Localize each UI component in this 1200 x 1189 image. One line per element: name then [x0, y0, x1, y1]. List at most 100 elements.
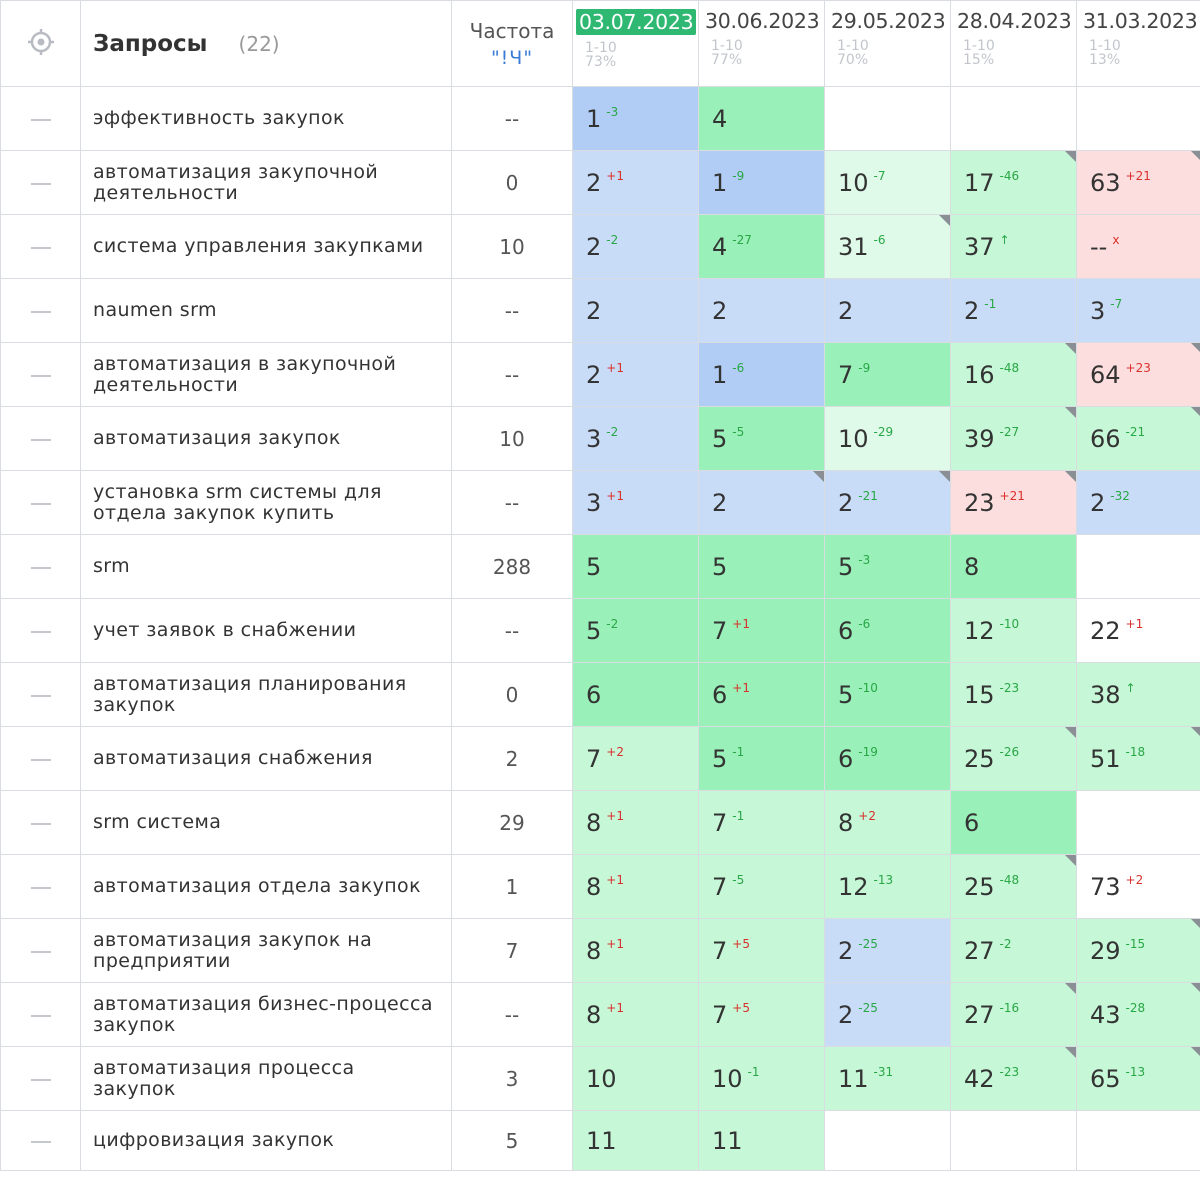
date-label[interactable]: 31.03.2023: [1083, 9, 1198, 33]
position-cell[interactable]: [824, 86, 951, 151]
dash-icon[interactable]: [30, 694, 51, 697]
position-cell[interactable]: 64 +23: [1076, 342, 1200, 407]
row-toggle-cell[interactable]: [0, 918, 81, 983]
position-cell[interactable]: 2 -25: [824, 982, 951, 1047]
position-cell[interactable]: 2: [572, 278, 699, 343]
position-cell[interactable]: 5 -10: [824, 662, 951, 727]
row-toggle-cell[interactable]: [0, 406, 81, 471]
position-cell[interactable]: 7 +1: [698, 598, 825, 663]
position-cell[interactable]: 2 -21: [824, 470, 951, 535]
position-cell[interactable]: 37 ↑: [950, 214, 1077, 279]
position-cell[interactable]: 1 -6: [698, 342, 825, 407]
date-column-header[interactable]: 29.05.2023 1-10 70%: [824, 0, 951, 87]
position-cell[interactable]: [950, 86, 1077, 151]
row-toggle-cell[interactable]: [0, 726, 81, 791]
position-cell[interactable]: 10 -7: [824, 150, 951, 215]
frequency-column-header[interactable]: Частота "!Ч": [451, 0, 573, 87]
position-cell[interactable]: 5: [698, 534, 825, 599]
position-cell[interactable]: 12 -13: [824, 854, 951, 919]
position-cell[interactable]: 6: [572, 662, 699, 727]
position-cell[interactable]: 2 -32: [1076, 470, 1200, 535]
date-label[interactable]: 03.07.2023: [576, 9, 697, 35]
position-cell[interactable]: 5 -2: [572, 598, 699, 663]
date-label[interactable]: 30.06.2023: [705, 9, 820, 33]
position-cell[interactable]: 8 +1: [572, 982, 699, 1047]
position-cell[interactable]: 3 -7: [1076, 278, 1200, 343]
position-cell[interactable]: 16 -48: [950, 342, 1077, 407]
position-cell[interactable]: [1076, 1110, 1200, 1171]
position-cell[interactable]: 4: [698, 86, 825, 151]
position-cell[interactable]: [950, 1110, 1077, 1171]
position-cell[interactable]: 1 -9: [698, 150, 825, 215]
row-toggle-cell[interactable]: [0, 150, 81, 215]
row-toggle-cell[interactable]: [0, 534, 81, 599]
position-cell[interactable]: 65 -13: [1076, 1046, 1200, 1111]
position-cell[interactable]: 10 -29: [824, 406, 951, 471]
row-toggle-cell[interactable]: [0, 278, 81, 343]
row-toggle-cell[interactable]: [0, 86, 81, 151]
position-cell[interactable]: 39 -27: [950, 406, 1077, 471]
position-cell[interactable]: [1076, 86, 1200, 151]
position-cell[interactable]: 5: [572, 534, 699, 599]
position-cell[interactable]: 12 -10: [950, 598, 1077, 663]
row-toggle-cell[interactable]: [0, 790, 81, 855]
position-cell[interactable]: 7 +2: [572, 726, 699, 791]
position-cell[interactable]: 2 -2: [572, 214, 699, 279]
position-cell[interactable]: 11 -31: [824, 1046, 951, 1111]
position-cell[interactable]: 38 ↑: [1076, 662, 1200, 727]
position-cell[interactable]: 6 +1: [698, 662, 825, 727]
row-toggle-cell[interactable]: [0, 662, 81, 727]
row-toggle-cell[interactable]: [0, 342, 81, 407]
position-cell[interactable]: [1076, 534, 1200, 599]
position-cell[interactable]: 2: [698, 278, 825, 343]
position-cell[interactable]: 73 +2: [1076, 854, 1200, 919]
position-cell[interactable]: 1 -3: [572, 86, 699, 151]
position-cell[interactable]: 6 -19: [824, 726, 951, 791]
dash-icon[interactable]: [30, 310, 51, 313]
dash-icon[interactable]: [30, 566, 51, 569]
position-cell[interactable]: 27 -16: [950, 982, 1077, 1047]
position-cell[interactable]: 25 -26: [950, 726, 1077, 791]
dash-icon[interactable]: [30, 758, 51, 761]
position-cell[interactable]: 2 +1: [572, 150, 699, 215]
date-column-header[interactable]: 03.07.2023 1-10 73%: [572, 0, 699, 87]
date-label[interactable]: 28.04.2023: [957, 9, 1072, 33]
dash-icon[interactable]: [30, 950, 51, 953]
dash-icon[interactable]: [30, 118, 51, 121]
position-cell[interactable]: 4 -27: [698, 214, 825, 279]
position-cell[interactable]: 7 +5: [698, 982, 825, 1047]
dash-icon[interactable]: [30, 182, 51, 185]
date-column-header[interactable]: 31.03.2023 1-10 13%: [1076, 0, 1200, 87]
position-cell[interactable]: 22 +1: [1076, 598, 1200, 663]
position-cell[interactable]: 2 -25: [824, 918, 951, 983]
position-cell[interactable]: 17 -46: [950, 150, 1077, 215]
crosshair-icon[interactable]: [27, 28, 55, 56]
dash-icon[interactable]: [30, 374, 51, 377]
dash-icon[interactable]: [30, 886, 51, 889]
position-cell[interactable]: 3 -2: [572, 406, 699, 471]
row-toggle-cell[interactable]: [0, 982, 81, 1047]
position-cell[interactable]: 5 -3: [824, 534, 951, 599]
position-cell[interactable]: 5 -5: [698, 406, 825, 471]
position-cell[interactable]: 7 -5: [698, 854, 825, 919]
select-target-cell[interactable]: [0, 0, 81, 87]
position-cell[interactable]: 2 -1: [950, 278, 1077, 343]
position-cell[interactable]: 10 -1: [698, 1046, 825, 1111]
date-column-header[interactable]: 30.06.2023 1-10 77%: [698, 0, 825, 87]
position-cell[interactable]: 43 -28: [1076, 982, 1200, 1047]
position-cell[interactable]: -- x: [1076, 214, 1200, 279]
position-cell[interactable]: 25 -48: [950, 854, 1077, 919]
position-cell[interactable]: 63 +21: [1076, 150, 1200, 215]
position-cell[interactable]: 51 -18: [1076, 726, 1200, 791]
position-cell[interactable]: 11: [698, 1110, 825, 1171]
row-toggle-cell[interactable]: [0, 598, 81, 663]
row-toggle-cell[interactable]: [0, 214, 81, 279]
dash-icon[interactable]: [30, 1014, 51, 1017]
date-label[interactable]: 29.05.2023: [831, 9, 946, 33]
position-cell[interactable]: 3 +1: [572, 470, 699, 535]
frequency-type-link[interactable]: "!Ч": [490, 46, 534, 69]
position-cell[interactable]: 15 -23: [950, 662, 1077, 727]
position-cell[interactable]: 8 +1: [572, 854, 699, 919]
queries-column-header[interactable]: Запросы (22): [80, 0, 452, 87]
row-toggle-cell[interactable]: [0, 1110, 81, 1171]
